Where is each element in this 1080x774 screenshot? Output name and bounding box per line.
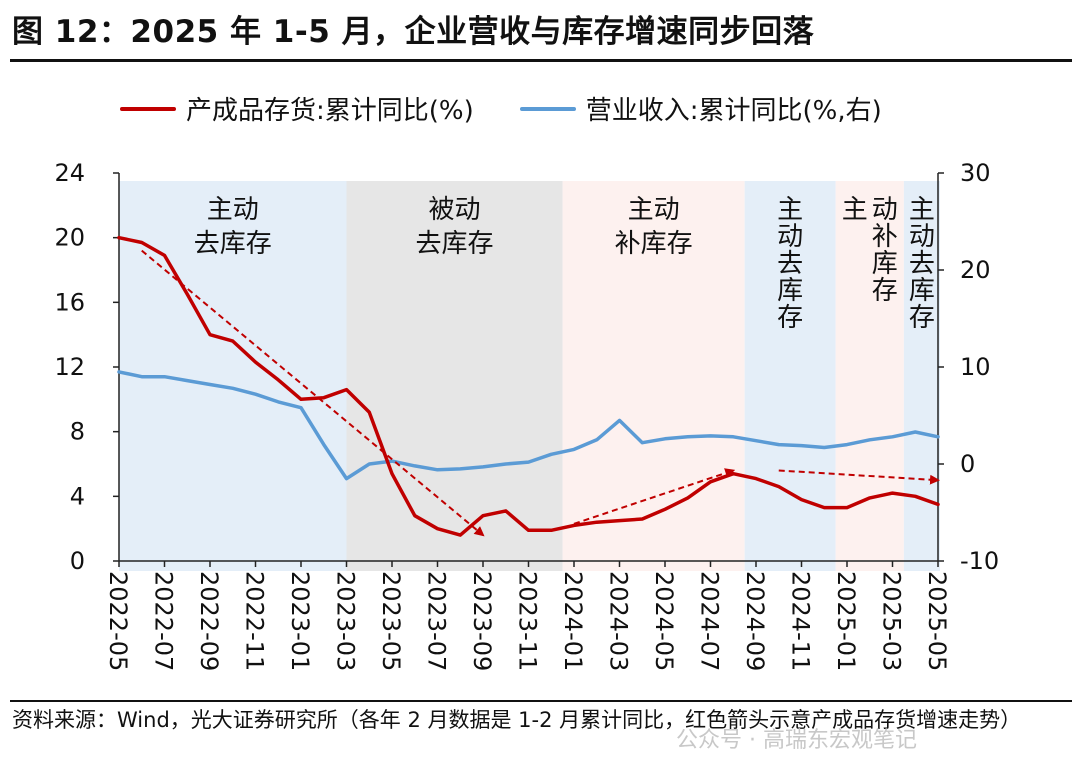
phase-label-3: 主动: [628, 195, 680, 225]
title-divider: [10, 59, 1072, 62]
phase-label-4: 库: [777, 276, 803, 306]
right-tick-label: 20: [960, 256, 991, 284]
phase-label-3: 补库存: [615, 229, 693, 259]
legend-swatch-inventory: [120, 106, 176, 111]
legend-item-revenue: 营业收入:累计同比(%,右): [519, 90, 882, 127]
right-tick-label: 0: [960, 450, 975, 478]
phase-label-1: 去库存: [194, 229, 272, 259]
x-tick-label: 2024-11: [787, 571, 815, 671]
x-tick-label: 2022-09: [195, 571, 223, 671]
x-tick-label: 2022-11: [241, 571, 269, 671]
phase-label-5: 补: [872, 222, 898, 252]
figure-title: 图 12：2025 年 1-5 月，企业营收与库存增速同步回落: [12, 14, 815, 50]
phase-label-5: 动: [872, 195, 898, 225]
phase-band-3: [562, 181, 745, 571]
x-tick-label: 2025-01: [832, 571, 860, 671]
trend-arrows: [141, 249, 940, 537]
x-tick-label: 2024-09: [741, 571, 769, 671]
footer-divider: [10, 700, 1072, 702]
x-tick-label: 2024-03: [605, 571, 633, 671]
phase-label-6: 去: [909, 249, 935, 279]
chart-canvas: 0 4 8 12 16 20 24 -10 0 10 20 30 2022-05 2022-07 2022-…: [54, 159, 999, 671]
left-tick-label: 12: [54, 353, 85, 381]
legend-label-inventory: 产成品存货:累计同比(%): [186, 96, 474, 126]
phase-label-5: 主: [842, 195, 868, 225]
x-tick-label: 2025-05: [923, 571, 951, 671]
axes: 0 4 8 12 16 20 24 -10 0 10 20 30 2022-05 2022-07 2022-…: [54, 159, 999, 671]
trend-arrow-3: [778, 469, 940, 485]
phase-label-5: 库: [872, 249, 898, 279]
phase-band-2: [346, 181, 563, 571]
series-lines: [117, 235, 940, 537]
phase-label-1: 主动: [207, 195, 259, 225]
right-tick-label: 10: [960, 353, 991, 381]
phase-label-6: 库: [909, 276, 935, 306]
legend-item-inventory: 产成品存货:累计同比(%): [120, 90, 474, 127]
x-tick-label: 2023-05: [377, 571, 405, 671]
x-tick-label: 2025-03: [878, 571, 906, 671]
x-tick-label: 2024-07: [696, 571, 724, 671]
left-tick-label: 16: [54, 288, 85, 316]
phase-label-6: 存: [909, 303, 935, 333]
series-line-revenue: [117, 370, 940, 481]
phase-label-5: 存: [872, 276, 898, 306]
phase-label-4: 动: [777, 222, 803, 252]
left-tick-label: 20: [54, 224, 85, 252]
x-tick-label: 2023-09: [468, 571, 496, 671]
phase-label-4: 主: [777, 195, 803, 225]
x-tick-label: 2024-01: [559, 571, 587, 671]
left-tick-label: 0: [70, 547, 85, 575]
left-tick-label: 4: [70, 482, 85, 510]
phase-label-4: 存: [777, 303, 803, 333]
series-line-inventory: [117, 235, 940, 537]
x-tick-label: 2023-03: [332, 571, 360, 671]
legend-swatch-revenue: [519, 106, 576, 111]
source-note: 资料来源：Wind，光大证券研究所（各年 2 月数据是 1-2 月累计同比，红色…: [12, 708, 1022, 732]
right-tick-label: 30: [960, 159, 991, 187]
x-tick-label: 2022-07: [150, 571, 178, 671]
x-tick-label: 2022-05: [104, 571, 132, 671]
watermark-text: 公众号 · 高瑞东宏观笔记: [676, 728, 917, 753]
x-tick-label: 2023-11: [514, 571, 542, 671]
legend-label-revenue: 营业收入:累计同比(%,右): [585, 96, 882, 126]
right-tick-label: -10: [960, 547, 999, 575]
phase-label-4: 去: [777, 249, 803, 279]
x-tick-label: 2024-05: [650, 571, 678, 671]
chart-legend: 产成品存货:累计同比(%) 营业收入:累计同比(%,右): [120, 90, 928, 127]
phase-band-6: [903, 181, 940, 571]
x-tick-label: 2023-07: [423, 571, 451, 671]
phase-label-2: 去库存: [416, 229, 494, 259]
phase-label-6: 主: [909, 195, 935, 225]
trend-arrow-2: [573, 468, 736, 525]
left-tick-label: 24: [54, 159, 85, 187]
phase-label-6: 动: [909, 222, 935, 252]
phase-label-2: 被动: [429, 195, 481, 225]
left-tick-label: 8: [70, 418, 85, 446]
x-tick-label: 2023-01: [286, 571, 314, 671]
trend-arrow-1: [141, 249, 485, 537]
